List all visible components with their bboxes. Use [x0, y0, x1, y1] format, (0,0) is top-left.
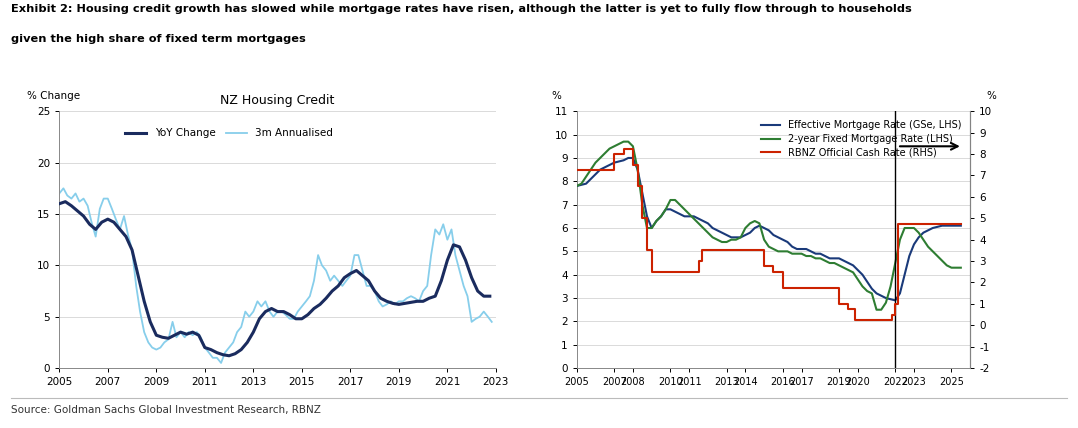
Legend: YoY Change, 3m Annualised: YoY Change, 3m Annualised — [121, 124, 337, 143]
Text: % Change: % Change — [27, 91, 80, 101]
Text: Exhibit 2: Housing credit growth has slowed while mortgage rates have risen, alt: Exhibit 2: Housing credit growth has slo… — [11, 4, 912, 14]
Text: Source: Goldman Sachs Global Investment Research, RBNZ: Source: Goldman Sachs Global Investment … — [11, 405, 320, 415]
Text: %: % — [986, 91, 996, 101]
Legend: Effective Mortgage Rate (GSe, LHS), 2-year Fixed Mortgage Rate (LHS), RBNZ Offic: Effective Mortgage Rate (GSe, LHS), 2-ye… — [757, 116, 965, 162]
Text: %: % — [551, 91, 561, 101]
Title: NZ Housing Credit: NZ Housing Credit — [220, 94, 335, 107]
Text: given the high share of fixed term mortgages: given the high share of fixed term mortg… — [11, 34, 305, 44]
